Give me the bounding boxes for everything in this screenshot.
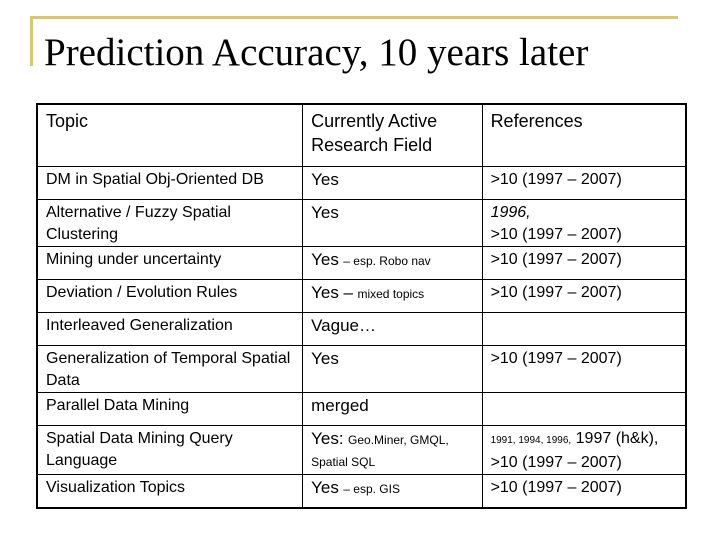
topic-cell: Mining under uncertainty — [36, 246, 304, 280]
active-value: Yes – — [311, 283, 354, 302]
title-accent-line-left — [30, 16, 33, 66]
table-row: Parallel Data Mining merged — [36, 392, 687, 426]
references-cell: >10 (1997 – 2007) — [481, 279, 687, 313]
topic-cell: Alternative / Fuzzy Spatial Clustering — [36, 199, 304, 247]
references-early-years: 1991, 1994, 1996, — [490, 435, 572, 446]
references-value: >10 (1997 – 2007) — [490, 284, 622, 301]
active-value: Yes — [311, 170, 339, 189]
topic-cell: Parallel Data Mining — [36, 392, 304, 426]
references-value: >10 (1997 – 2007) — [490, 479, 622, 496]
title-accent-line-top — [30, 16, 678, 19]
active-note: mixed topics — [357, 287, 425, 301]
active-cell: Yes — [302, 199, 483, 247]
active-note: – esp. GIS — [343, 482, 400, 496]
header-references: References — [481, 103, 687, 167]
references-value: >10 (1997 – 2007) — [490, 454, 622, 471]
references-cell: >10 (1997 – 2007) — [481, 166, 687, 200]
references-cell — [481, 312, 687, 346]
topic-cell: Visualization Topics — [36, 474, 304, 509]
topic-cell: Spatial Data Mining Query Language — [36, 425, 304, 475]
slide-title: Prediction Accuracy, 10 years later — [44, 31, 589, 74]
table-header-row: Topic Currently Active Research Field Re… — [36, 103, 687, 167]
table-row: Mining under uncertainty Yes – esp. Robo… — [36, 246, 687, 280]
references-value: >10 (1997 – 2007) — [490, 350, 622, 367]
active-value: Yes — [311, 478, 339, 497]
active-note: Geo.Miner, GMQL, — [348, 433, 449, 447]
table-row: Spatial Data Mining Query Language Yes: … — [36, 425, 687, 475]
table-row: DM in Spatial Obj-Oriented DB Yes >10 (1… — [36, 166, 687, 200]
references-cell: 1991, 1994, 1996, 1997 (h&k), >10 (1997 … — [481, 425, 687, 475]
header-topic: Topic — [36, 103, 304, 167]
active-value: Yes — [311, 349, 339, 368]
active-cell: Yes – esp. GIS — [302, 474, 483, 509]
active-cell: Yes – esp. Robo nav — [302, 246, 483, 280]
active-value: Yes: — [311, 429, 344, 448]
table-row: Generalization of Temporal Spatial Data … — [36, 345, 687, 393]
active-note-2: Spatial SQL — [311, 455, 376, 469]
references-cell: 1996, >10 (1997 – 2007) — [481, 199, 687, 247]
active-value: Yes — [311, 250, 339, 269]
references-year: 1997 (h&k), — [575, 430, 659, 447]
active-value: Vague… — [311, 316, 376, 335]
table-row: Visualization Topics Yes – esp. GIS >10 … — [36, 474, 687, 509]
references-value: >10 (1997 – 2007) — [490, 171, 622, 188]
active-cell: Vague… — [302, 312, 483, 346]
topic-cell: DM in Spatial Obj-Oriented DB — [36, 166, 304, 200]
prediction-table: Topic Currently Active Research Field Re… — [36, 103, 687, 509]
header-active: Currently Active Research Field — [302, 103, 483, 167]
active-cell: merged — [302, 392, 483, 426]
references-cell: >10 (1997 – 2007) — [481, 345, 687, 393]
references-value: >10 (1997 – 2007) — [490, 226, 622, 243]
active-value: Yes — [311, 203, 339, 222]
active-cell: Yes — [302, 166, 483, 200]
topic-cell: Interleaved Generalization — [36, 312, 304, 346]
active-cell: Yes: Geo.Miner, GMQL, Spatial SQL — [302, 425, 483, 475]
table-row: Deviation / Evolution Rules Yes – mixed … — [36, 279, 687, 313]
topic-cell: Generalization of Temporal Spatial Data — [36, 345, 304, 393]
table-row: Interleaved Generalization Vague… — [36, 312, 687, 346]
references-cell: >10 (1997 – 2007) — [481, 474, 687, 509]
topic-cell: Deviation / Evolution Rules — [36, 279, 304, 313]
active-note: – esp. Robo nav — [343, 254, 431, 268]
table-row: Alternative / Fuzzy Spatial Clustering Y… — [36, 199, 687, 247]
active-cell: Yes – mixed topics — [302, 279, 483, 313]
active-cell: Yes — [302, 345, 483, 393]
references-value: >10 (1997 – 2007) — [490, 251, 622, 268]
active-value: merged — [311, 396, 369, 415]
references-cell: >10 (1997 – 2007) — [481, 246, 687, 280]
references-year: 1996, — [490, 204, 531, 221]
references-cell — [481, 392, 687, 426]
